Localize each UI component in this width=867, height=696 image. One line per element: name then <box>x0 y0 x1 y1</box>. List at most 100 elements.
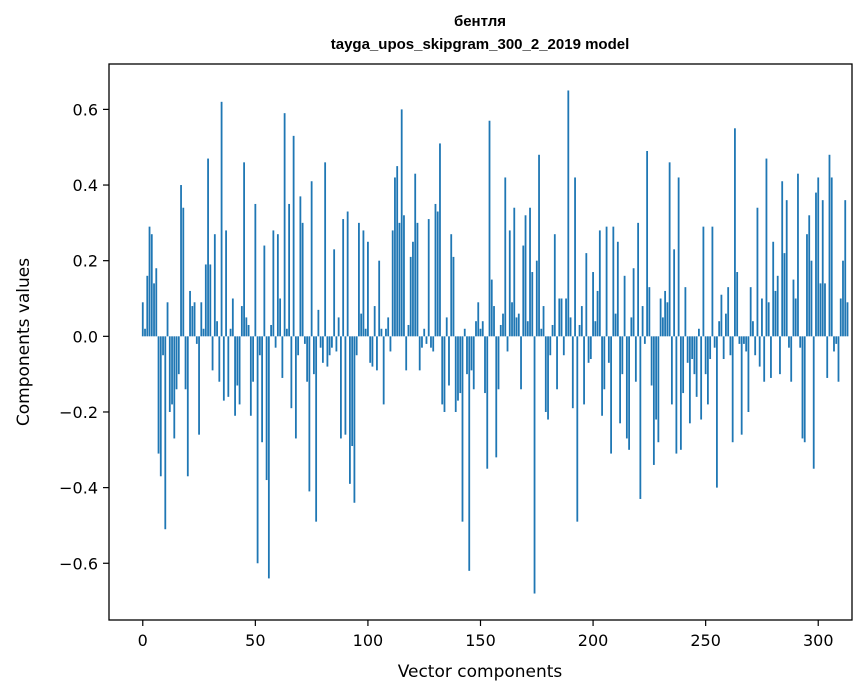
bar-158 <box>497 336 500 390</box>
bar-97 <box>360 313 363 337</box>
bar-283 <box>779 336 781 375</box>
bar-161 <box>504 177 507 337</box>
bar-210 <box>614 313 617 337</box>
bar-211 <box>616 241 619 337</box>
bar-222 <box>641 306 644 337</box>
bar-149 <box>477 302 480 337</box>
bar-30 <box>209 264 212 337</box>
bar-139 <box>454 336 457 412</box>
bar-259 <box>725 313 727 337</box>
bar-204 <box>601 336 603 416</box>
bar-147 <box>472 336 475 390</box>
bar-286 <box>785 200 788 337</box>
bar-17 <box>180 185 182 337</box>
bar-253 <box>711 226 714 337</box>
x-axis-label: Vector components <box>398 662 563 682</box>
bar-144 <box>466 336 468 375</box>
bar-309 <box>837 336 840 382</box>
bar-52 <box>258 336 261 356</box>
bar-122 <box>416 222 419 337</box>
bar-49 <box>252 336 254 382</box>
bar-196 <box>583 336 585 405</box>
bar-134 <box>443 336 446 412</box>
bar-217 <box>630 317 633 337</box>
bar-198 <box>587 336 590 363</box>
bar-311 <box>842 260 844 337</box>
bar-138 <box>452 256 455 337</box>
bar-126 <box>425 336 428 344</box>
bar-18 <box>182 207 185 337</box>
bar-192 <box>574 177 576 337</box>
bar-302 <box>821 200 824 337</box>
bar-125 <box>423 328 426 337</box>
bar-61 <box>279 298 282 337</box>
bar-274 <box>758 336 761 367</box>
bar-101 <box>369 336 372 363</box>
bar-145 <box>468 336 471 571</box>
bar-307 <box>833 336 835 352</box>
bar-221 <box>639 336 642 499</box>
bar-251 <box>707 336 709 405</box>
bar-7 <box>157 336 160 454</box>
bar-262 <box>731 336 734 443</box>
bar-156 <box>493 306 495 337</box>
bar-234 <box>668 162 671 337</box>
bar-263 <box>734 128 736 337</box>
bar-200 <box>592 272 594 337</box>
y-tick-label: −0.4 <box>59 479 98 498</box>
bar-105 <box>378 260 381 337</box>
bar-293 <box>801 336 804 439</box>
bar-87 <box>337 317 340 337</box>
bar-47 <box>247 324 250 337</box>
bar-244 <box>691 336 694 360</box>
bar-220 <box>637 222 640 337</box>
bar-0 <box>141 302 144 337</box>
bar-163 <box>508 230 511 337</box>
bar-303 <box>824 283 826 337</box>
bar-44 <box>240 306 243 337</box>
bar-136 <box>448 336 450 386</box>
bar-34 <box>218 336 221 382</box>
bar-164 <box>511 302 513 337</box>
bar-98 <box>362 230 365 337</box>
bar-233 <box>666 302 669 337</box>
bar-197 <box>585 253 588 337</box>
bar-2 <box>146 275 149 337</box>
bar-170 <box>524 215 527 337</box>
bar-157 <box>495 336 498 458</box>
bar-180 <box>547 336 549 420</box>
bar-168 <box>520 336 522 390</box>
bar-182 <box>551 324 554 337</box>
bar-146 <box>470 336 473 371</box>
bar-29 <box>207 158 209 337</box>
bar-284 <box>781 181 784 337</box>
bar-270 <box>749 287 752 337</box>
bar-102 <box>371 336 374 367</box>
bar-83 <box>328 336 331 356</box>
bar-57 <box>270 324 273 337</box>
bar-250 <box>704 336 707 375</box>
bar-186 <box>560 298 563 337</box>
bar-256 <box>718 321 721 337</box>
bar-60 <box>276 234 279 337</box>
bar-128 <box>430 336 432 348</box>
bar-91 <box>346 211 349 337</box>
bar-166 <box>515 317 518 337</box>
bar-88 <box>340 336 342 439</box>
bar-80 <box>321 336 324 363</box>
bar-121 <box>414 173 417 337</box>
bar-94 <box>353 336 356 503</box>
bar-10 <box>164 336 167 530</box>
bar-1 <box>144 328 146 337</box>
x-tick-label: 50 <box>245 631 265 650</box>
bar-175 <box>535 260 538 337</box>
bar-225 <box>648 287 651 337</box>
bar-216 <box>628 336 630 450</box>
bar-110 <box>389 336 392 352</box>
bar-177 <box>540 328 543 337</box>
bar-188 <box>565 298 567 337</box>
bar-189 <box>567 90 570 337</box>
bar-72 <box>303 336 306 344</box>
bar-231 <box>661 317 664 337</box>
bar-9 <box>162 336 164 356</box>
